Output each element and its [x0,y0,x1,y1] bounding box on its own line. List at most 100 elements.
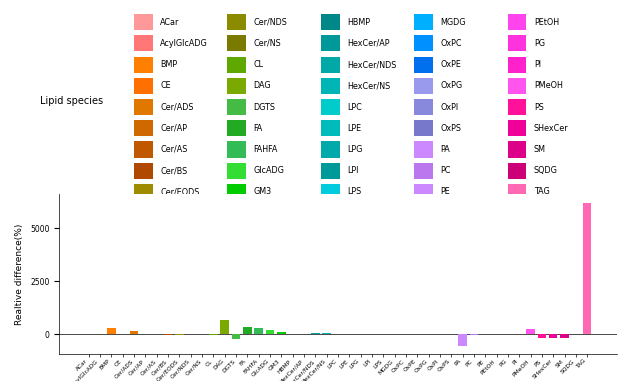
Bar [583,203,591,334]
Text: PC: PC [440,166,451,175]
Bar [321,56,340,73]
Text: PEtOH: PEtOH [534,18,559,27]
Text: Cer/BS: Cer/BS [160,166,188,175]
Bar [227,14,246,30]
Bar [134,99,153,115]
Text: LPS: LPS [347,187,361,196]
Bar [321,99,340,115]
Text: GlcADG: GlcADG [254,166,285,175]
Text: HexCer/NS: HexCer/NS [347,81,390,90]
Bar [311,333,320,334]
Bar [227,78,246,94]
Text: PG: PG [534,39,545,48]
Bar [227,56,246,73]
Text: Cer/ADS: Cer/ADS [160,102,194,112]
Bar [134,56,153,73]
Bar [227,99,246,115]
Bar [538,334,546,338]
Bar [321,184,340,200]
Text: HexCer/NDS: HexCer/NDS [347,60,396,69]
Bar [323,333,331,334]
Bar [414,99,433,115]
Bar [526,329,535,334]
Text: SM: SM [534,145,546,154]
Text: OxPS: OxPS [440,124,462,133]
Bar [134,14,153,30]
Bar [549,334,558,338]
Text: Cer/NDS: Cer/NDS [254,18,287,27]
Text: OxPI: OxPI [440,102,459,112]
Text: PMeOH: PMeOH [534,81,563,90]
Bar [321,120,340,136]
Bar [134,163,153,179]
Bar [227,184,246,200]
Text: OxPC: OxPC [440,39,462,48]
Bar [470,334,478,335]
Text: SQDG: SQDG [534,166,558,175]
Text: OxPG: OxPG [440,81,463,90]
Text: AcylGlcADG: AcylGlcADG [160,39,208,48]
Bar [414,141,433,157]
Text: HBMP: HBMP [347,18,370,27]
Bar [414,78,433,94]
Text: Cer/AP: Cer/AP [160,124,187,133]
Text: OxPE: OxPE [440,60,462,69]
Bar [227,141,246,157]
Text: CL: CL [254,60,264,69]
Bar [414,120,433,136]
Text: HexCer/AP: HexCer/AP [347,39,389,48]
Text: GM3: GM3 [254,187,272,196]
Bar [508,163,526,179]
Bar [134,120,153,136]
Text: PI: PI [534,60,541,69]
Bar [321,14,340,30]
Bar [321,141,340,157]
Text: PA: PA [440,145,450,154]
Bar [227,35,246,51]
Text: DGTS: DGTS [254,102,275,112]
Text: FA: FA [254,124,263,133]
Bar [134,141,153,157]
Bar [414,56,433,73]
Bar [414,163,433,179]
Bar [227,163,246,179]
Text: LPE: LPE [347,124,361,133]
Bar [227,120,246,136]
Bar [414,184,433,200]
Bar [243,327,252,334]
Text: PE: PE [440,187,450,196]
Bar [277,332,285,334]
Bar [321,35,340,51]
Bar [508,56,526,73]
Text: Cer/EODS: Cer/EODS [160,187,199,196]
Text: CE: CE [160,81,171,90]
Text: ACar: ACar [160,18,179,27]
Text: Cer/NS: Cer/NS [254,39,282,48]
Text: LPG: LPG [347,145,363,154]
Bar [321,163,340,179]
Bar [134,184,153,200]
Text: BMP: BMP [160,60,177,69]
Bar [164,334,173,335]
Text: FAHFA: FAHFA [254,145,278,154]
Bar [107,328,116,334]
Bar [134,78,153,94]
Bar [508,184,526,200]
Bar [130,331,138,334]
Text: MGDG: MGDG [440,18,466,27]
Bar [414,14,433,30]
Bar [254,328,263,334]
Text: LPI: LPI [347,166,358,175]
Bar [508,120,526,136]
Bar [134,35,153,51]
Text: Cer/AS: Cer/AS [160,145,188,154]
Text: DAG: DAG [254,81,271,90]
Bar [232,334,240,339]
Text: SHexCer: SHexCer [534,124,569,133]
Y-axis label: Realtive difference(%): Realtive difference(%) [16,224,24,325]
Bar [209,334,217,335]
Bar [266,330,274,334]
Bar [508,78,526,94]
Bar [414,35,433,51]
Bar [508,35,526,51]
